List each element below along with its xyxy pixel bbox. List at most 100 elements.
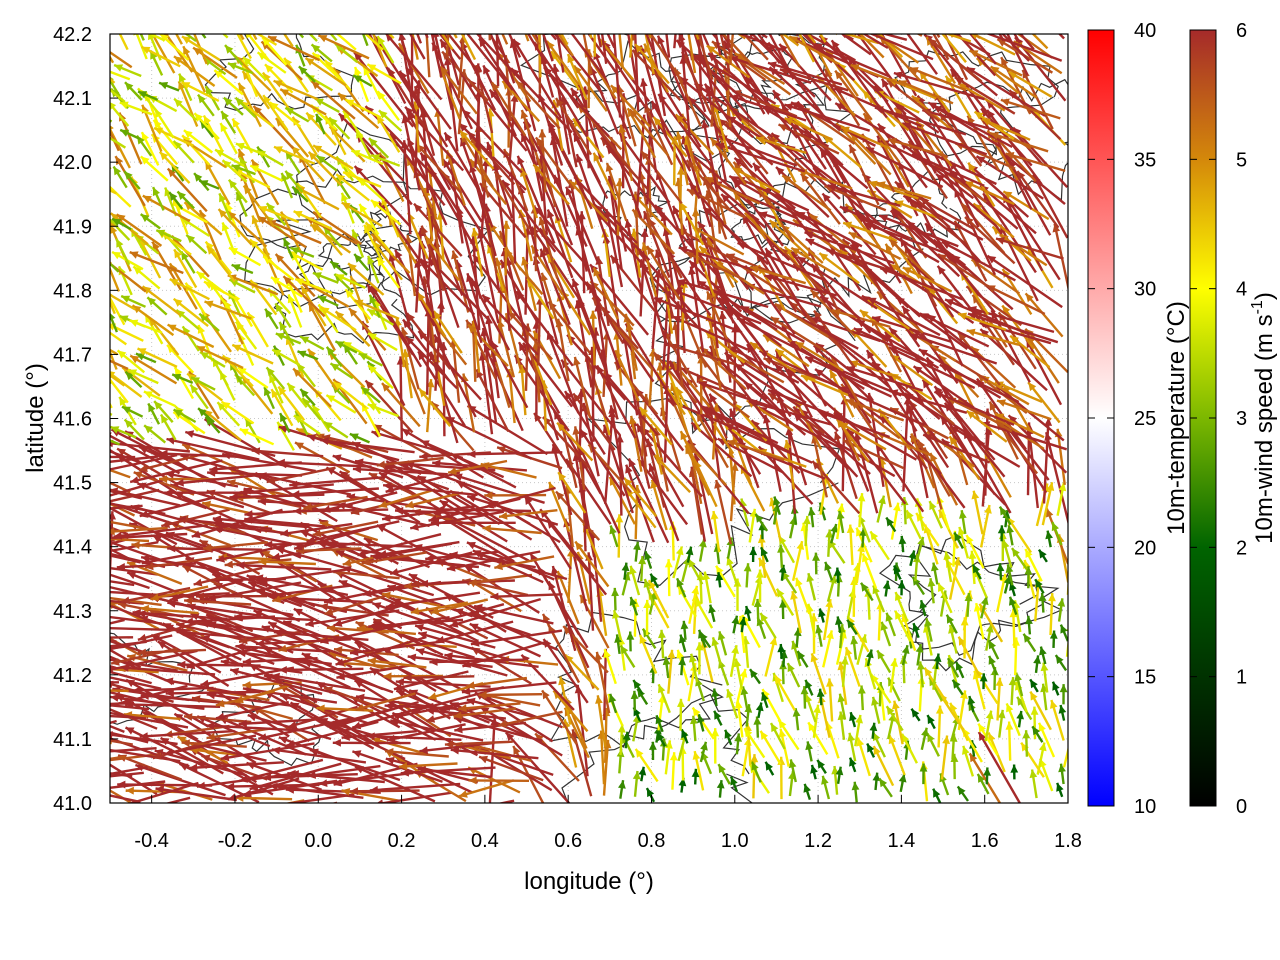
wind-arrow-head	[711, 637, 719, 647]
wind-arrow-head	[711, 688, 720, 697]
wind-arrow-head	[615, 514, 624, 523]
wind-arrow-head	[323, 421, 333, 430]
wind-arrow-shaft	[405, 491, 464, 508]
wind-arrow-shaft	[458, 702, 521, 711]
wind-arrow-head	[144, 425, 153, 434]
wind-arrow-head	[229, 493, 238, 501]
wind-arrow-shaft	[400, 766, 496, 775]
wind-arrow-head	[49, 778, 58, 786]
wind-arrow-head	[709, 393, 718, 403]
wind-arrow-head	[893, 565, 901, 575]
wind-arrow-shaft	[381, 592, 441, 607]
wind-arrow-head	[824, 561, 832, 571]
wind-arrow-shaft	[576, 684, 589, 777]
wind-arrow-shaft	[875, 442, 925, 513]
wind-arrow-shaft	[234, 615, 314, 622]
wind-arrow-head	[239, 488, 248, 497]
wind-arrow-head	[710, 511, 719, 520]
wind-arrow-shaft	[169, 579, 244, 602]
wind-arrow-shaft	[599, 730, 606, 785]
wind-arrow-head	[209, 465, 218, 473]
wind-arrow-head	[400, 768, 409, 777]
wind-arrow-head	[867, 743, 875, 753]
wind-arrow-head	[259, 576, 268, 585]
wind-arrow-shaft	[371, 737, 429, 756]
wind-arrow-shaft	[653, 454, 691, 494]
wind-arrow-head	[369, 785, 379, 794]
wind-arrow-shaft	[110, 501, 179, 527]
wind-arrow-head	[47, 646, 56, 654]
wind-arrow-head	[807, 507, 816, 516]
wind-arrow-shaft	[133, 471, 195, 496]
wind-arrow-head	[647, 22, 655, 31]
wind-arrow-head	[692, 5, 700, 14]
wind-arrow-head	[385, 485, 395, 494]
wind-arrow-shaft	[371, 430, 464, 460]
wind-arrow-head	[182, 565, 192, 573]
wind-arrow-head	[212, 515, 222, 524]
wind-arrow-head	[1003, 575, 1012, 585]
wind-arrow-head	[110, 511, 116, 520]
wind-arrow-head	[249, 783, 259, 791]
wind-arrow-shaft	[627, 457, 670, 544]
wind-arrow-head	[695, 642, 704, 651]
wind-arrow-shaft	[306, 520, 400, 543]
wind-arrow-shaft	[320, 438, 415, 454]
wind-arrow-head	[734, 700, 743, 709]
wind-arrow-head	[643, 579, 652, 588]
wind-arrow-shaft	[110, 520, 152, 531]
wind-arrow-head	[430, 607, 440, 615]
wind-arrow-head	[954, 532, 962, 542]
wind-arrow-shaft	[432, 510, 515, 563]
wind-arrow-shaft	[138, 452, 205, 472]
wind-arrow-head	[383, 482, 392, 490]
wind-arrow-head	[1051, 522, 1059, 532]
wind-arrow-head	[485, 501, 495, 509]
wind-arrow-shaft	[140, 556, 220, 572]
wind-arrow-head	[461, 687, 471, 696]
wind-arrow-head	[116, 563, 126, 571]
wind-arrow-head	[964, 593, 973, 602]
wind-arrow-head	[395, 678, 405, 686]
wind-arrow-head	[1009, 596, 1017, 606]
wind-arrow-shaft	[137, 619, 207, 641]
wind-arrow-head	[85, 625, 94, 632]
wind-arrow-head	[919, 763, 928, 772]
wind-arrow-shaft	[239, 758, 324, 783]
wind-arrow-head	[421, 0, 429, 4]
wind-arrow-shaft	[227, 777, 300, 801]
wind-arrow-head	[840, 656, 849, 665]
wind-arrow-head	[264, 647, 273, 655]
wind-arrow-head	[226, 782, 235, 791]
wind-arrow-head	[631, 26, 639, 34]
wind-arrow-shaft	[458, 779, 515, 798]
wind-arrow-head	[669, 752, 678, 761]
wind-arrow-head	[955, 661, 963, 671]
wind-arrow-head	[100, 132, 109, 140]
wind-arrow-head	[724, 729, 732, 739]
wind-arrow-shaft	[152, 534, 224, 580]
wind-arrow-shaft	[542, 416, 591, 470]
wind-arrow-shaft	[258, 568, 350, 583]
wind-arrow-head	[808, 722, 816, 732]
wind-arrow-head	[110, 527, 115, 536]
wind-arrow-head	[258, 557, 267, 566]
wind-arrow-shaft	[435, 620, 514, 643]
wind-arrow-shaft	[110, 526, 129, 536]
wind-arrow-head	[494, 562, 503, 571]
wind-arrow-head	[191, 695, 201, 703]
wind-vectors	[19, 0, 1068, 803]
wind-arrow-head	[307, 771, 317, 779]
wind-arrow-head	[19, 641, 27, 649]
wind-arrow-head	[189, 763, 198, 772]
wind-arrow-head	[428, 692, 437, 700]
wind-arrow-shaft	[560, 421, 578, 489]
wind-arrow-head	[243, 789, 252, 798]
wind-arrow-shaft	[273, 630, 369, 641]
wind-arrow-shaft	[324, 593, 389, 616]
wind-arrow-head	[161, 414, 169, 424]
wind-arrow-head	[953, 557, 961, 566]
wind-arrow-head	[332, 739, 341, 747]
wind-arrow-head	[609, 525, 617, 535]
wind-arrow-head	[236, 561, 245, 570]
